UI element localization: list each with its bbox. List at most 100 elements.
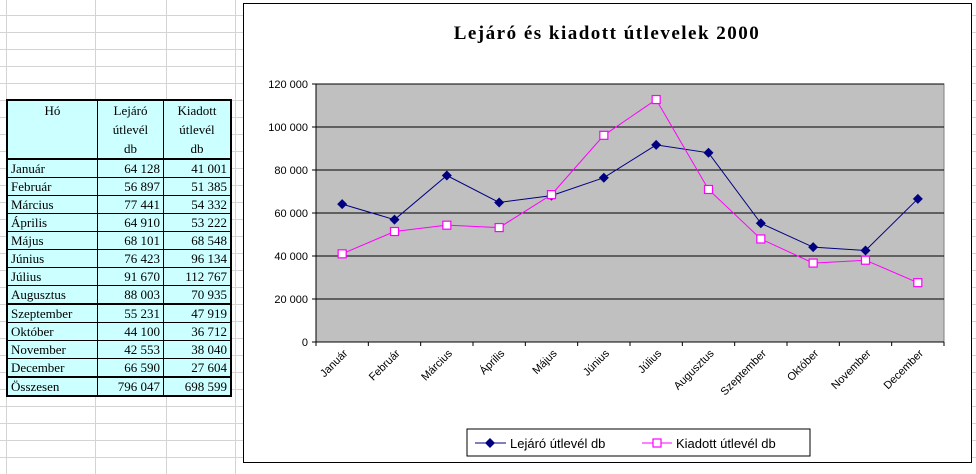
series-line-1 [342,144,919,252]
y-tick-label: 60 000 [274,208,308,220]
kiadott-cell[interactable]: 70 935 [163,285,232,305]
legend-marker-kiadott [652,438,662,448]
header-kiadott-line1: Kiadott [177,103,217,118]
month-cell[interactable]: December [6,358,98,378]
month-cell[interactable]: Augusztus [6,285,98,305]
table-row: December 66 590 27 604 [6,358,232,378]
data-point-kiadott [389,226,400,237]
month-cell[interactable]: November [6,340,98,359]
month-cell[interactable]: Február [6,177,98,196]
x-tick-label: December [882,347,927,392]
lejaro-cell[interactable]: 64 128 [97,158,164,178]
data-point-lejaro [337,199,348,210]
header-lejaro-line1: Lejáró [113,103,148,118]
total-lejaro-cell[interactable]: 796 047 [97,376,164,397]
y-tick-label: 100 000 [268,122,308,134]
x-tick-label: Július [636,347,665,376]
data-point-kiadott [651,94,661,105]
chart-container[interactable]: Lejáró és kiadott útlevelek 2000 0 20 000 4… [243,3,972,463]
kiadott-cell[interactable]: 51 385 [163,177,232,196]
data-point-kiadott [913,278,923,288]
data-table: Hó Lejáró útlevél db Kiadott útlevél db … [6,99,232,397]
x-tick-label: Október [785,347,821,383]
month-cell[interactable]: Április [6,213,98,232]
lejaro-cell[interactable]: 66 590 [97,358,164,378]
table-header-row: Hó Lejáró útlevél db Kiadott útlevél db [6,99,232,160]
y-tick-label: 120 000 [268,79,308,91]
data-point-lejaro [651,139,662,150]
month-cell[interactable]: Július [6,267,98,286]
header-month[interactable]: Hó [6,99,98,160]
month-cell[interactable]: Május [6,231,98,250]
legend-label-lejaro: Lejáró útlevél db [510,436,605,451]
y-tick-label: 20 000 [274,294,308,306]
data-point-kiadott [337,249,347,259]
x-tick-label: Június [581,347,612,378]
lejaro-cell[interactable]: 42 553 [97,340,164,359]
y-tick-label: 0 [302,337,308,349]
kiadott-cell[interactable]: 27 604 [163,358,232,378]
data-point-kiadott [860,255,871,265]
lejaro-cell[interactable]: 64 910 [97,213,164,232]
table-row: Február 56 897 51 385 [6,177,232,196]
kiadott-cell[interactable]: 41 001 [163,158,232,178]
month-cell[interactable]: Június [6,249,98,268]
kiadott-cell[interactable]: 36 712 [163,322,232,341]
lejaro-cell[interactable]: 88 003 [97,285,164,305]
kiadott-cell[interactable]: 68 548 [163,231,232,250]
header-lejaro[interactable]: Lejáró útlevél db [97,99,164,160]
month-cell[interactable]: Október [6,322,98,341]
data-point-lejaro [912,193,923,204]
data-point-lejaro [755,218,766,229]
month-cell[interactable]: Szeptember [6,303,98,323]
data-point-kiadott [756,234,766,244]
series-line-2 [341,98,919,284]
header-kiadott-line3: db [190,141,204,156]
lejaro-cell[interactable]: 77 441 [97,195,164,214]
kiadott-cell[interactable]: 112 767 [163,267,232,286]
data-point-kiadott [546,190,557,200]
data-point-kiadott [442,220,452,230]
grid-line [235,0,236,474]
lejaro-cell[interactable]: 76 423 [97,249,164,268]
legend-label-kiadott: Kiadott útlevél db [676,436,776,451]
x-tick-label: Március [419,347,455,383]
header-month-line: Hó [44,103,61,118]
table-row: Május 68 101 68 548 [6,231,232,250]
table-row: November 42 553 38 040 [6,340,232,359]
table-body: Január 64 128 41 001 Február 56 897 51 385 Már… [6,158,232,397]
x-tick-label: Február [367,347,403,383]
kiadott-cell[interactable]: 47 919 [163,303,232,323]
data-point-lejaro [494,197,505,208]
x-tick-label: Szeptember [719,347,770,398]
header-lejaro-line3: db [124,141,137,156]
lejaro-cell[interactable]: 55 231 [97,303,164,323]
data-point-lejaro [808,242,819,253]
table-row: Július 91 670 112 767 [6,267,232,286]
kiadott-cell[interactable]: 96 134 [163,249,232,268]
legend-marker-lejaro [485,438,495,448]
table-row: Március 77 441 54 332 [6,195,232,214]
month-cell[interactable]: Január [6,158,98,178]
header-kiadott[interactable]: Kiadott útlevél db [163,99,232,160]
x-tick-label: Április [477,347,508,378]
table-row: Április 64 910 53 222 [6,213,232,232]
month-cell[interactable]: Március [6,195,98,214]
total-kiadott-cell[interactable]: 698 599 [163,376,232,397]
x-tick-label: Január [318,347,351,380]
kiadott-cell[interactable]: 38 040 [163,340,232,359]
kiadott-cell[interactable]: 54 332 [163,195,232,214]
data-point-lejaro [389,214,400,225]
lejaro-cell[interactable]: 91 670 [97,267,164,286]
total-label-cell[interactable]: Összesen [6,376,98,397]
lejaro-cell[interactable]: 44 100 [97,322,164,341]
kiadott-cell[interactable]: 53 222 [163,213,232,232]
chart-title: Lejáró és kiadott útlevelek 2000 [454,23,761,44]
header-lejaro-line2: útlevél [112,122,149,137]
lejaro-cell[interactable]: 56 897 [97,177,164,196]
lejaro-cell[interactable]: 68 101 [97,231,164,250]
y-tick-label: 80 000 [274,165,308,177]
data-point-kiadott [599,130,609,140]
table-row: Június 76 423 96 134 [6,249,232,268]
x-tick-label: Május [530,347,560,377]
